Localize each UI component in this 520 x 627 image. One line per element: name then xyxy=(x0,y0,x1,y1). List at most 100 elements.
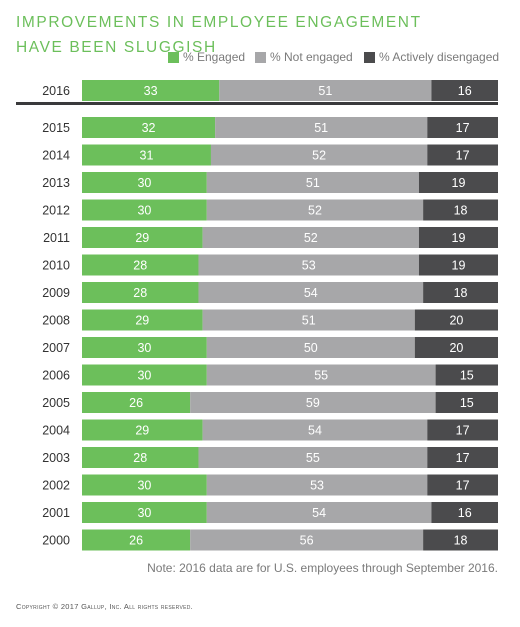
bar-not-engaged-2006 xyxy=(206,364,436,386)
value-label-actively-disengaged-2002: 17 xyxy=(456,479,470,493)
bar-actively-disengaged-2001 xyxy=(431,502,498,523)
value-label-not-engaged-2014: 52 xyxy=(312,149,326,163)
value-label-engaged-2009: 28 xyxy=(133,286,147,300)
bar-not-engaged-2004 xyxy=(202,419,428,441)
bar-engaged-2002 xyxy=(82,474,207,496)
bar-actively-disengaged-2004 xyxy=(427,419,498,441)
value-label-engaged-2004: 29 xyxy=(135,424,149,438)
bar-engaged-2015 xyxy=(82,117,216,138)
value-label-not-engaged-2012: 52 xyxy=(308,204,322,218)
bar-not-engaged-2001 xyxy=(206,502,432,523)
value-label-not-engaged-2005: 59 xyxy=(306,396,320,410)
value-label-actively-disengaged-2013: 19 xyxy=(452,176,466,190)
legend-item-engaged: % Engaged xyxy=(168,50,245,64)
value-label-engaged-2015: 32 xyxy=(142,121,156,135)
year-label-2012: 2012 xyxy=(42,204,70,218)
year-label-2011: 2011 xyxy=(43,231,70,245)
value-label-engaged-2001: 30 xyxy=(137,506,151,520)
bar-not-engaged-2011 xyxy=(202,227,419,248)
bar-not-engaged-2009 xyxy=(198,282,424,303)
value-label-actively-disengaged-2003: 17 xyxy=(456,451,470,465)
value-label-actively-disengaged-2008: 20 xyxy=(449,314,463,328)
bar-engaged-2003 xyxy=(82,447,199,468)
value-label-not-engaged-2011: 52 xyxy=(304,231,318,245)
year-label-2006: 2006 xyxy=(42,369,70,383)
year-label-2002: 2002 xyxy=(42,479,70,493)
value-label-not-engaged-2002: 53 xyxy=(310,479,324,493)
value-label-actively-disengaged-2006: 15 xyxy=(460,369,474,383)
bar-not-engaged-2014 xyxy=(210,144,428,166)
bar-engaged-2010 xyxy=(82,254,199,276)
legend-label-not-engaged: % Not engaged xyxy=(270,50,353,64)
value-label-engaged-2000: 26 xyxy=(129,534,143,548)
chart-title: Improvements in Employee Engagement Have… xyxy=(16,14,422,56)
value-label-not-engaged-2007: 50 xyxy=(304,341,318,355)
bar-not-engaged-2012 xyxy=(206,199,424,221)
value-label-engaged-2016: 33 xyxy=(144,84,158,98)
year-label-2007: 2007 xyxy=(42,341,70,355)
bar-not-engaged-2000 xyxy=(190,529,424,551)
bar-actively-disengaged-2006 xyxy=(435,364,498,386)
value-label-engaged-2012: 30 xyxy=(137,204,151,218)
value-label-not-engaged-2006: 55 xyxy=(314,369,328,383)
value-label-actively-disengaged-2012: 18 xyxy=(454,204,468,218)
chart-legend: % Engaged % Not engaged % Actively disen… xyxy=(0,50,520,66)
bar-actively-disengaged-2003 xyxy=(427,447,498,468)
bar-not-engaged-2003 xyxy=(198,447,428,468)
bar-engaged-2001 xyxy=(82,502,207,523)
bar-not-engaged-2010 xyxy=(198,254,419,276)
legend-label-actively-disengaged: % Actively disengaged xyxy=(379,50,500,64)
chart-note: Note: 2016 data are for U.S. employees t… xyxy=(147,561,498,575)
value-label-actively-disengaged-2005: 15 xyxy=(460,396,474,410)
value-label-engaged-2011: 29 xyxy=(135,231,149,245)
bar-actively-disengaged-2005 xyxy=(435,392,498,413)
bar-engaged-2014 xyxy=(82,144,211,166)
value-label-not-engaged-2008: 51 xyxy=(302,314,316,328)
bar-engaged-2007 xyxy=(82,337,207,358)
legend-item-actively-disengaged: % Actively disengaged xyxy=(364,50,499,64)
bar-actively-disengaged-2000 xyxy=(423,529,498,551)
bar-actively-disengaged-2012 xyxy=(423,199,498,221)
value-label-not-engaged-2010: 53 xyxy=(302,259,316,273)
value-label-actively-disengaged-2000: 18 xyxy=(454,534,468,548)
year-label-2001: 2001 xyxy=(42,506,70,520)
legend-swatch-actively-disengaged xyxy=(364,51,375,63)
bar-actively-disengaged-2011 xyxy=(418,227,498,248)
legend-label-engaged: % Engaged xyxy=(183,50,246,64)
bar-engaged-2000 xyxy=(82,529,191,551)
value-label-engaged-2002: 30 xyxy=(137,479,151,493)
value-label-engaged-2006: 30 xyxy=(137,369,151,383)
bar-not-engaged-2015 xyxy=(215,117,428,138)
value-label-actively-disengaged-2011: 19 xyxy=(452,231,466,245)
bar-not-engaged-2008 xyxy=(202,309,415,331)
bar-actively-disengaged-2009 xyxy=(423,282,498,303)
value-label-actively-disengaged-2014: 17 xyxy=(456,149,470,163)
value-label-engaged-2003: 28 xyxy=(133,451,147,465)
year-label-2016: 2016 xyxy=(42,84,70,98)
bar-not-engaged-2013 xyxy=(206,172,419,193)
value-label-actively-disengaged-2009: 18 xyxy=(454,286,468,300)
year-label-2015: 2015 xyxy=(42,121,70,135)
value-label-engaged-2013: 30 xyxy=(137,176,151,190)
bar-engaged-2009 xyxy=(82,282,199,303)
value-label-engaged-2007: 30 xyxy=(137,341,151,355)
bar-engaged-2012 xyxy=(82,199,207,221)
year-label-2010: 2010 xyxy=(42,259,70,273)
bar-engaged-2011 xyxy=(82,227,203,248)
bar-actively-disengaged-2014 xyxy=(427,144,498,166)
bar-actively-disengaged-2002 xyxy=(427,474,498,496)
bar-actively-disengaged-2010 xyxy=(418,254,498,276)
year-label-2008: 2008 xyxy=(42,314,70,328)
year-label-2005: 2005 xyxy=(42,396,70,410)
bar-engaged-2013 xyxy=(82,172,207,193)
bar-not-engaged-2002 xyxy=(206,474,428,496)
value-label-actively-disengaged-2010: 19 xyxy=(452,259,466,273)
year-label-2013: 2013 xyxy=(42,176,70,190)
bar-engaged-2016 xyxy=(82,80,220,101)
year-label-2000: 2000 xyxy=(42,534,70,548)
bar-not-engaged-2016 xyxy=(219,80,432,101)
value-label-actively-disengaged-2016: 16 xyxy=(458,84,472,98)
bar-engaged-2006 xyxy=(82,364,207,386)
value-label-actively-disengaged-2015: 17 xyxy=(456,121,470,135)
legend-item-not-engaged: % Not engaged xyxy=(255,50,353,64)
